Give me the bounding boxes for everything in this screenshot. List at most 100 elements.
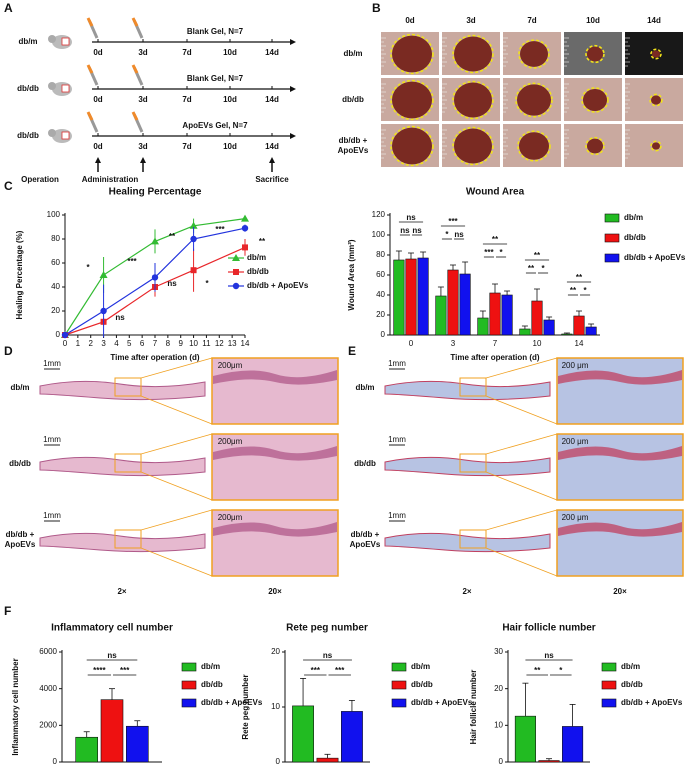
x-tick-label: 11 (202, 339, 211, 348)
row-label: db/db + ApoEVs (4, 530, 36, 549)
y-tick-label: 4000 (39, 684, 57, 693)
bar (126, 725, 149, 763)
wound (652, 50, 660, 58)
epidermis (213, 522, 337, 537)
y-tick-label: 0 (276, 757, 281, 766)
y-tick-label: 40 (51, 282, 60, 291)
bar (341, 711, 363, 763)
mouse-head (48, 82, 56, 90)
y-tick-label: 120 (372, 210, 386, 219)
column-label: 7d (527, 16, 536, 25)
wound-site (61, 131, 70, 140)
y-tick-label: 20 (376, 310, 385, 319)
significance-label: *** (311, 666, 321, 675)
panel-label: B (372, 1, 381, 15)
significance-label: ** (259, 237, 266, 246)
zoom-guide (140, 547, 213, 577)
wound-site (61, 37, 70, 46)
wound (651, 95, 661, 105)
magnification: 20× (613, 587, 627, 596)
tissue-section (384, 456, 551, 477)
row-label-box: db/db (354, 459, 376, 468)
significance-label: ns (400, 226, 410, 235)
wound (587, 46, 603, 62)
legend-label: db/db + ApoEVs (247, 281, 309, 290)
syringe-plunger (86, 17, 94, 27)
scale-bar-label: 200μm (218, 361, 243, 370)
wound (454, 36, 492, 72)
y-tick-label: 6000 (39, 647, 57, 656)
wound (583, 88, 607, 112)
wound-outline (649, 93, 663, 107)
row-label: db/m (355, 383, 375, 392)
significance-label: *** (335, 666, 345, 675)
row-label-box: db/db + ApoEVs (338, 136, 369, 155)
row-label-box: db/db (9, 459, 31, 468)
syringe-plunger (131, 64, 139, 74)
significance-label: *** (484, 248, 494, 257)
bar (292, 705, 314, 763)
zoom-guide (140, 357, 213, 379)
bar (393, 259, 405, 336)
y-tick-label: 20 (271, 647, 280, 656)
epidermis (213, 370, 337, 385)
wound-outline (452, 80, 494, 120)
magnification: 20× (268, 587, 282, 596)
step-label: Administration (82, 175, 139, 184)
legend-label: db/db + ApoEVs (201, 698, 263, 707)
mouse-head (48, 35, 56, 43)
zoom-region (459, 453, 487, 473)
significance-label: ** (492, 235, 499, 244)
timepoint-label: 14d (265, 142, 279, 151)
scale-bar-label: 200 μm (562, 437, 589, 446)
zoom-guide (140, 471, 213, 501)
legend-label: db/db + ApoEVs (621, 698, 683, 707)
panel-label: F (4, 604, 11, 618)
syringe-plunger (131, 111, 139, 121)
legend-label: db/db + ApoEVs (624, 253, 685, 262)
timepoint-label: 0d (93, 48, 102, 57)
panel-label: C (4, 179, 13, 193)
data-point (241, 214, 249, 222)
scale-bar-label: 200μm (218, 513, 243, 522)
panel-label: A (4, 1, 13, 15)
legend-swatch (604, 233, 620, 243)
data-point (242, 244, 248, 251)
legend-label: db/m (411, 662, 430, 671)
zoom-guide (140, 509, 213, 531)
y-tick-label: 0 (56, 330, 61, 339)
timepoint-label: 0d (93, 142, 102, 151)
treatment-label: ApoEVs Gel, N=7 (182, 121, 248, 130)
y-tick-label: 0 (381, 330, 386, 339)
y-tick-label: 40 (376, 290, 385, 299)
wound-outline (585, 44, 605, 64)
significance-label: ns (167, 279, 177, 288)
significance-label: * (559, 666, 563, 675)
step-arrowhead (269, 157, 275, 163)
bar (477, 317, 489, 336)
significance-label: ns (454, 230, 464, 239)
bar (585, 326, 597, 336)
y-tick-label: 100 (372, 230, 386, 239)
chart-title: Inflammatory cell number (51, 623, 173, 634)
group-label: db/db (17, 84, 39, 93)
x-tick-label: 9 (178, 339, 183, 348)
scale-bar-label: 1mm (43, 435, 61, 444)
epidermis (558, 446, 682, 461)
panel-label: E (348, 344, 356, 358)
data-point (151, 274, 159, 281)
timepoint-label: 3d (138, 48, 147, 57)
x-tick-label: 14 (575, 339, 584, 348)
y-tick-label: 10 (271, 702, 280, 711)
zoom-image (211, 433, 339, 501)
significance-label: *** (120, 666, 130, 675)
x-tick-label: 5 (127, 339, 132, 348)
zoom-guide (140, 395, 213, 425)
zoom-region (114, 377, 142, 397)
significance-label: ** (570, 286, 577, 295)
y-tick-label: 20 (51, 306, 60, 315)
legend-swatch (601, 680, 617, 690)
syringe-plunger (86, 64, 94, 74)
legend-label: db/db (411, 680, 433, 689)
